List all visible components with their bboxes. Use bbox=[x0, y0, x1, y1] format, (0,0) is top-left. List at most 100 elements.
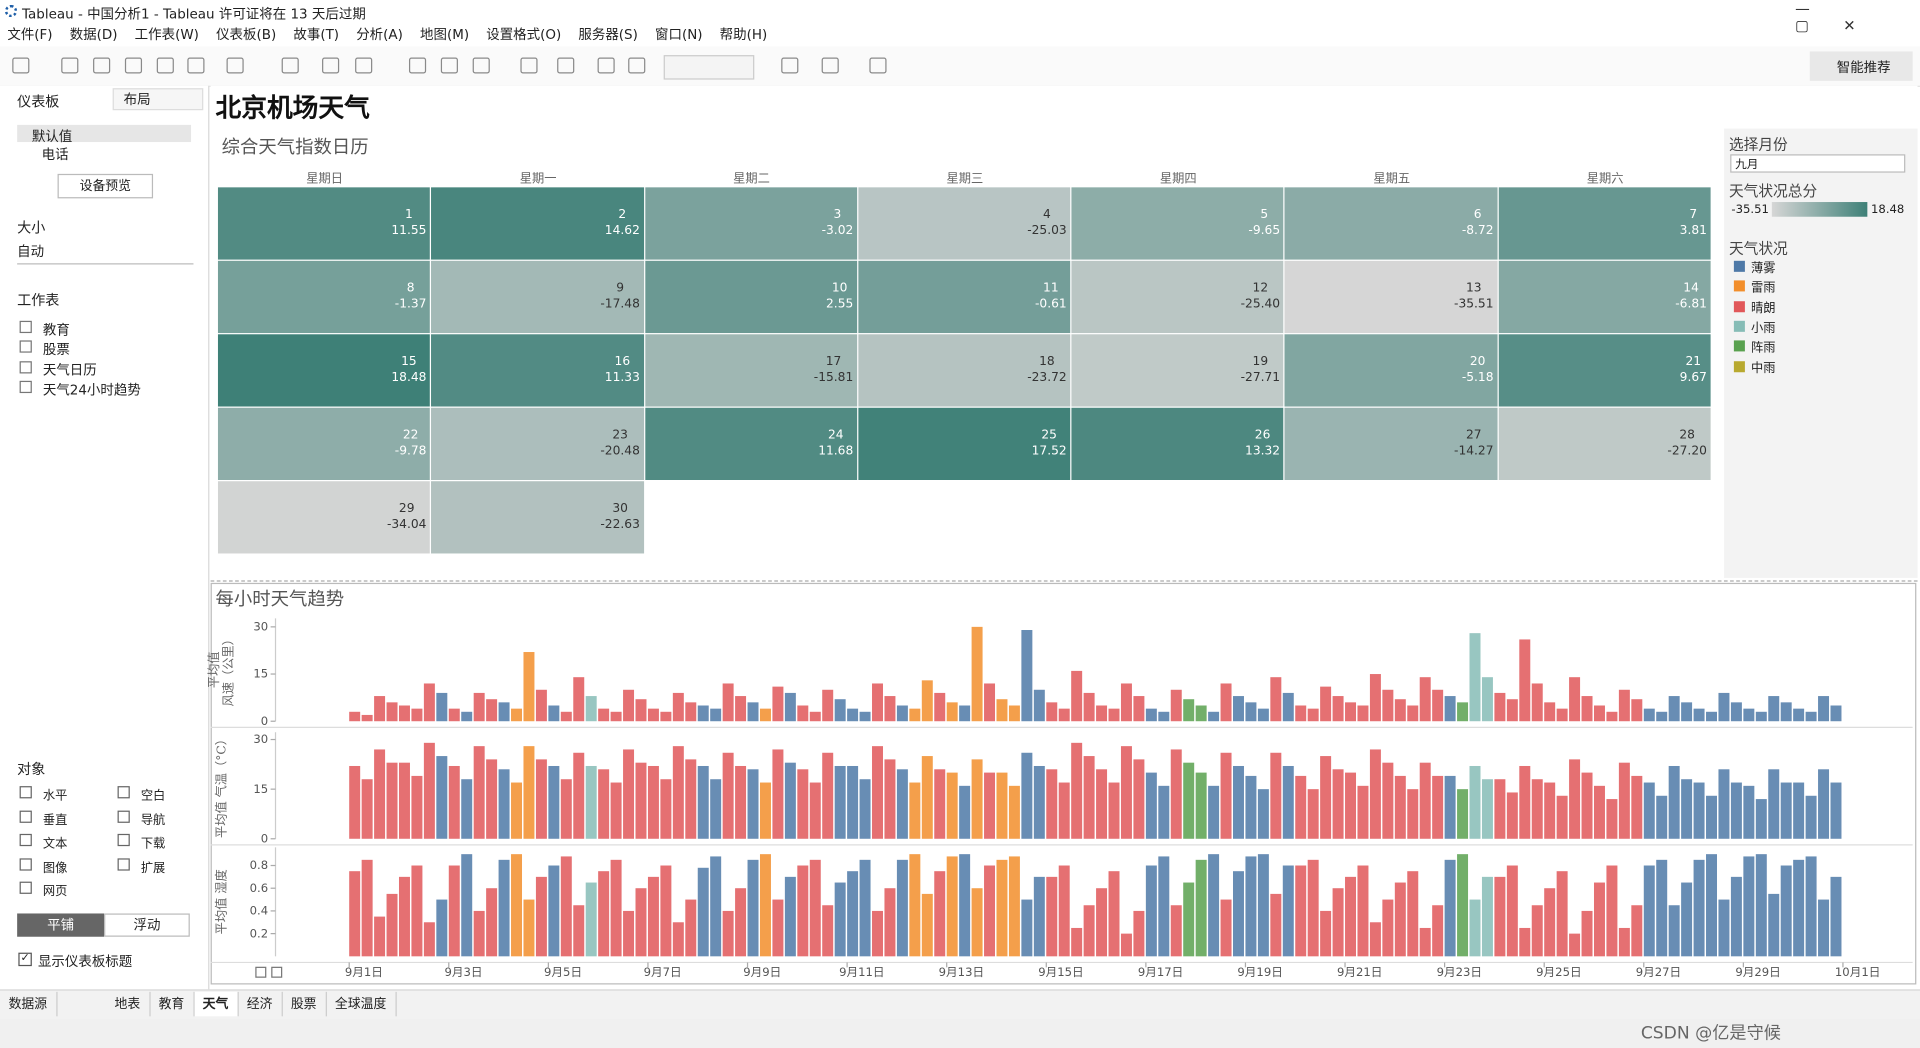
toolbar-icon[interactable] bbox=[869, 57, 887, 74]
menu-item[interactable]: 地图(M) bbox=[420, 26, 470, 43]
toolbar-icon[interactable] bbox=[597, 57, 615, 74]
sheet-tab[interactable]: 经济 bbox=[238, 991, 283, 1017]
calendar-cell[interactable]: 27 -14.27 bbox=[1285, 407, 1498, 481]
toolbar-icon[interactable] bbox=[520, 57, 538, 74]
calendar-cell[interactable]: 24 11.68 bbox=[644, 407, 857, 481]
sheet-tab[interactable]: 全球温度 bbox=[326, 991, 397, 1017]
calendar-cell[interactable]: 3 -3.02 bbox=[644, 187, 857, 260]
sheet-tab[interactable]: 教育 bbox=[150, 991, 195, 1017]
toolbar-icon[interactable] bbox=[226, 57, 244, 74]
calendar-cell[interactable]: 7 3.81 bbox=[1498, 187, 1711, 260]
calendar-cell[interactable]: 18 -23.72 bbox=[858, 334, 1071, 407]
menu-item[interactable]: 工作表(W) bbox=[134, 26, 199, 43]
panel-tab[interactable]: 仪表板 bbox=[17, 93, 60, 111]
calendar-cell[interactable]: 6 -8.72 bbox=[1285, 187, 1498, 260]
smart-label[interactable]: 智能推荐 bbox=[1836, 60, 1891, 76]
object-item[interactable]: 网页 bbox=[42, 885, 68, 899]
object-item[interactable]: 垂直 bbox=[42, 813, 68, 828]
calendar-cell[interactable]: 21 9.67 bbox=[1498, 334, 1711, 407]
toolbar-icon[interactable] bbox=[156, 57, 174, 74]
calendar-cell[interactable]: 29 -34.04 bbox=[217, 481, 431, 554]
object-item[interactable]: 扩展 bbox=[140, 861, 166, 875]
calendar-cell[interactable]: 30 -22.63 bbox=[431, 481, 644, 554]
legend-label[interactable]: 阵雨 bbox=[1751, 341, 1776, 356]
legend-label[interactable]: 小雨 bbox=[1751, 321, 1776, 336]
toolbar-icon[interactable] bbox=[124, 57, 143, 74]
menu-item[interactable]: 服务器(S) bbox=[578, 26, 638, 43]
month-select[interactable]: 九月 bbox=[1730, 154, 1906, 173]
sheet-item[interactable]: 教育 bbox=[42, 322, 70, 338]
toolbar-icon[interactable] bbox=[12, 57, 30, 74]
legend-label[interactable]: 雷雨 bbox=[1751, 281, 1776, 296]
legend-label[interactable]: 中雨 bbox=[1751, 361, 1776, 376]
device-item[interactable]: 电话 bbox=[41, 146, 69, 163]
calendar-cell[interactable]: 2 14.62 bbox=[431, 187, 644, 260]
toolbar-icon[interactable] bbox=[557, 57, 575, 74]
menu-item[interactable]: 设置格式(O) bbox=[486, 26, 562, 43]
calendar-cell[interactable]: 17 -15.81 bbox=[644, 334, 857, 407]
calendar-cell[interactable]: 20 -5.18 bbox=[1285, 334, 1498, 407]
toolbar-icon[interactable] bbox=[61, 57, 79, 74]
calendar-cell[interactable]: 12 -25.40 bbox=[1071, 260, 1284, 334]
menu-item[interactable]: 数据(D) bbox=[69, 26, 118, 43]
calendar-cell[interactable]: 19 -27.71 bbox=[1071, 334, 1284, 407]
object-item[interactable]: 图像 bbox=[42, 861, 68, 875]
object-item[interactable]: 导航 bbox=[140, 813, 166, 828]
toolbar-icon[interactable] bbox=[472, 57, 490, 74]
toolbar-icon[interactable] bbox=[322, 57, 340, 74]
toolbar-icon[interactable] bbox=[781, 57, 799, 74]
calendar-cell[interactable]: 16 11.33 bbox=[431, 334, 644, 407]
sheet-tab[interactable]: 数据源 bbox=[0, 991, 57, 1017]
smart-button[interactable] bbox=[1809, 51, 1913, 81]
legend-label[interactable]: 薄雾 bbox=[1751, 262, 1776, 276]
object-item[interactable]: 水平 bbox=[42, 789, 68, 804]
toolbar-icon[interactable] bbox=[821, 57, 839, 74]
float-button[interactable]: 浮动 bbox=[104, 913, 190, 937]
tile-button[interactable]: 平铺 bbox=[17, 913, 105, 937]
toolbar-icon[interactable] bbox=[281, 57, 299, 74]
calendar-cell[interactable]: 22 -9.78 bbox=[217, 407, 431, 481]
calendar-cell[interactable]: 10 2.55 bbox=[644, 260, 857, 334]
checkbox-label[interactable]: 显示仪表板标题 bbox=[37, 953, 133, 970]
sheet-tab[interactable]: 股票 bbox=[282, 991, 327, 1017]
toolbar-icon[interactable] bbox=[93, 57, 111, 74]
calendar-cell[interactable]: 28 -27.20 bbox=[1498, 407, 1711, 481]
toolbar-icon[interactable] bbox=[187, 57, 205, 74]
sheet-item[interactable]: 股票 bbox=[42, 341, 70, 358]
size-select[interactable]: 自动 bbox=[17, 241, 194, 265]
calendar-cell[interactable]: 11 -0.61 bbox=[858, 260, 1071, 334]
menu-item[interactable]: 文件(F) bbox=[7, 26, 53, 43]
object-item[interactable]: 空白 bbox=[140, 789, 166, 804]
device-item[interactable]: 默认值 bbox=[31, 128, 73, 145]
toolbar-icon[interactable] bbox=[440, 57, 458, 74]
calendar-cell[interactable]: 14 -6.81 bbox=[1498, 260, 1711, 334]
menu-item[interactable]: 分析(A) bbox=[356, 26, 403, 43]
toolbar-icon[interactable] bbox=[628, 57, 646, 74]
legend-label[interactable]: 晴朗 bbox=[1751, 301, 1776, 316]
calendar-cell[interactable]: 5 -9.65 bbox=[1071, 187, 1284, 260]
sheet-tab[interactable]: 地表 bbox=[106, 991, 151, 1017]
toolbar-dropdown[interactable] bbox=[663, 55, 755, 80]
calendar-cell[interactable]: 23 -20.48 bbox=[431, 407, 644, 481]
menu-item[interactable]: 帮助(H) bbox=[719, 26, 768, 43]
menu-item[interactable]: 故事(T) bbox=[293, 26, 340, 43]
calendar-cell[interactable]: 4 -25.03 bbox=[858, 187, 1071, 260]
menu-item[interactable]: 窗口(N) bbox=[655, 26, 703, 43]
calendar-cell[interactable]: 9 -17.48 bbox=[431, 260, 644, 334]
object-item[interactable]: 文本 bbox=[42, 837, 68, 852]
calendar-cell[interactable]: 25 17.52 bbox=[858, 407, 1071, 481]
sheet-item[interactable]: 天气日历 bbox=[42, 361, 97, 378]
menu-item[interactable]: 仪表板(B) bbox=[216, 26, 277, 43]
calendar-cell[interactable]: 13 -35.51 bbox=[1285, 260, 1498, 334]
calendar-cell[interactable]: 26 13.32 bbox=[1071, 407, 1284, 481]
object-item[interactable]: 下载 bbox=[140, 837, 166, 852]
calendar-cell[interactable]: 1 11.55 bbox=[217, 187, 431, 260]
toolbar-icon[interactable] bbox=[355, 57, 373, 74]
calendar-cell[interactable]: 8 -1.37 bbox=[217, 260, 431, 334]
sheet-tab[interactable]: 天气 bbox=[194, 991, 239, 1017]
sheet-item[interactable]: 天气24小时趋势 bbox=[42, 381, 141, 398]
calendar-cell[interactable]: 15 18.48 bbox=[217, 334, 431, 407]
toolbar-icon[interactable] bbox=[408, 57, 427, 74]
preview-button[interactable]: 设备预览 bbox=[57, 173, 154, 199]
layout-tab[interactable]: 布局 bbox=[112, 88, 204, 111]
